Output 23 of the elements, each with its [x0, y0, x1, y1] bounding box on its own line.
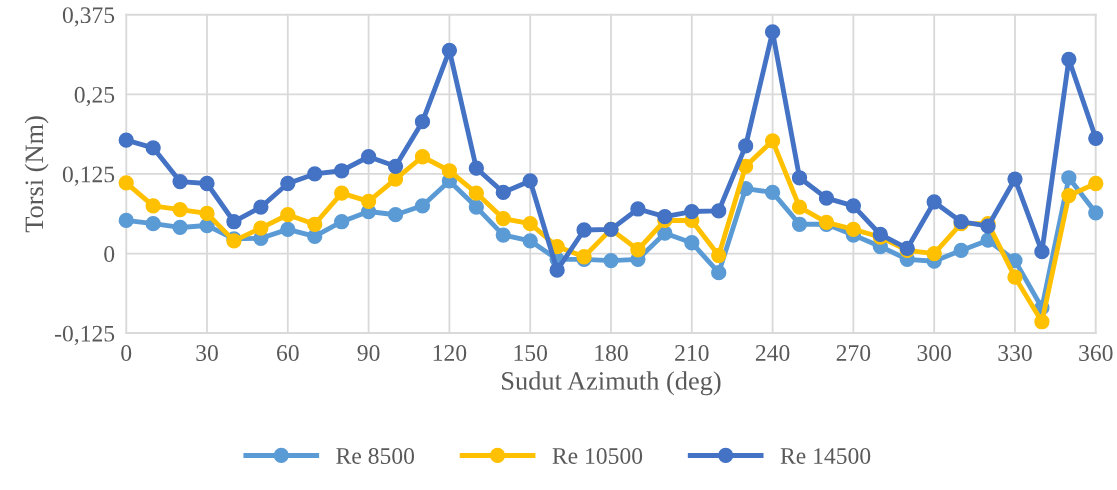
x-tick-label: 180: [595, 344, 628, 361]
x-tick-label: 300: [917, 344, 951, 361]
x-tick-label: 270: [836, 344, 871, 361]
x-tick-label: 360: [1079, 344, 1113, 361]
x-tick-label: 30: [196, 344, 218, 361]
y-tick-label: 0,125: [62, 166, 115, 186]
x-tick-label: 60: [277, 344, 299, 361]
y-tick-label: -0,125: [55, 325, 115, 346]
x-tick-label: 330: [998, 344, 1032, 361]
y-tick-label: 0,25: [74, 86, 115, 107]
y-tick-label: 0,375: [62, 7, 115, 27]
x-tick-label: 150: [514, 344, 548, 361]
x-tick-label: 90: [357, 344, 380, 361]
legend-label: Re 8500: [336, 448, 415, 464]
x-tick-label: 210: [675, 344, 709, 361]
x-tick-label: 240: [755, 344, 790, 361]
x-tick-label: 0: [121, 344, 132, 361]
x-axis-title: Sudut Azimuth (deg): [502, 371, 721, 396]
y-tick-label: 0: [104, 246, 115, 262]
y-axis-title: Torsi (Nm): [24, 116, 49, 233]
x-tick-label: 120: [433, 344, 467, 361]
legend-label: Re 14500: [780, 448, 871, 464]
legend-label: Re 10500: [552, 448, 643, 464]
